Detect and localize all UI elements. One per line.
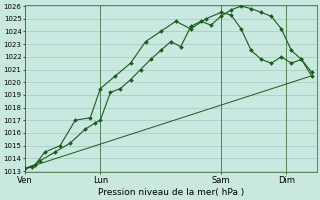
X-axis label: Pression niveau de la mer( hPa ): Pression niveau de la mer( hPa ) [98, 188, 244, 197]
